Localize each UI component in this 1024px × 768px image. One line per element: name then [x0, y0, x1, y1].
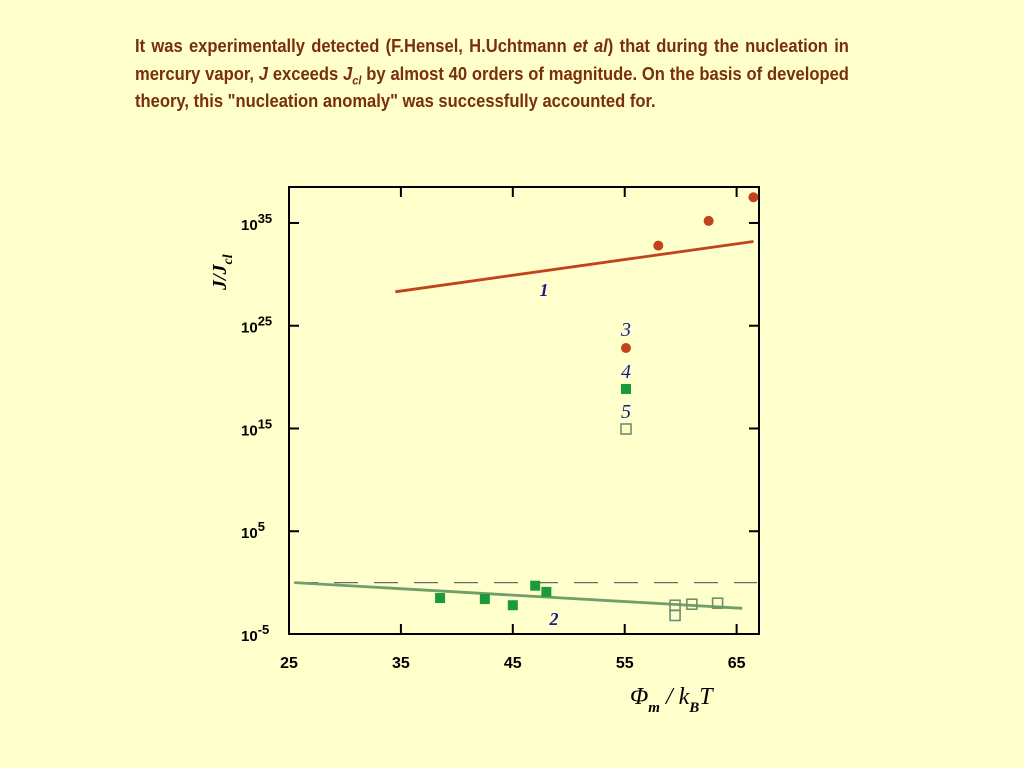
theory-line-1 — [395, 240, 754, 294]
line-label-2: 2 — [549, 609, 559, 629]
legend-marker-4 — [621, 384, 631, 394]
y-axis-label: J/Jcl — [209, 254, 236, 291]
data-point-series-4 — [530, 580, 541, 591]
data-point-series-4 — [435, 593, 446, 604]
legend-marker-5 — [620, 423, 632, 435]
data-point-series-3 — [748, 192, 759, 203]
line-label-1: 1 — [540, 280, 549, 300]
caption-Jcl-base: J — [343, 63, 353, 84]
x-tick-label: 45 — [504, 655, 522, 672]
y-tick-label: 10-5 — [241, 622, 269, 645]
caption-et-al: et al — [572, 36, 608, 56]
caption-Jcl: Jcl — [343, 63, 362, 88]
caption-text-2: ) that during the nucleation in mercury … — [135, 36, 849, 84]
x-axis-label: Φm / kBT — [630, 684, 714, 716]
data-point-series-5 — [686, 598, 698, 611]
x-tick-label: 35 — [392, 655, 410, 672]
data-point-series-5 — [669, 609, 681, 622]
data-point-series-5 — [711, 597, 724, 609]
legend-label-5: 5 — [621, 401, 631, 423]
legend-label-3: 3 — [620, 319, 631, 341]
data-point-series-4 — [479, 594, 490, 605]
y-tick-label: 1025 — [241, 314, 272, 337]
data-point-series-4 — [507, 600, 518, 611]
data-point-series-5 — [669, 599, 681, 612]
caption-text-3: exceeds — [268, 63, 344, 84]
legend-marker-3 — [621, 343, 631, 353]
x-tick-label: 65 — [728, 655, 746, 672]
x-tick-label: 55 — [616, 655, 634, 672]
data-point-series-4 — [541, 586, 552, 597]
legend-label-4: 4 — [621, 361, 631, 383]
caption-paragraph: It was experimentally detected (F.Hensel… — [135, 33, 849, 116]
caption-J: J — [258, 63, 269, 84]
plot-frame — [288, 186, 760, 635]
x-tick-label: 25 — [280, 655, 298, 672]
caption-text-1: It was experimentally detected (F.Hensel… — [135, 36, 573, 56]
data-point-series-3 — [653, 240, 664, 251]
y-tick-label: 1035 — [241, 211, 272, 234]
caption-text-4: by almost 40 orders of magnitude. On the… — [135, 63, 849, 112]
theory-line-2 — [294, 581, 743, 610]
y-tick-label: 1015 — [241, 416, 272, 439]
caption-Jcl-sub: cl — [352, 73, 362, 88]
data-point-series-3 — [703, 215, 714, 226]
y-tick-label: 105 — [241, 519, 265, 542]
